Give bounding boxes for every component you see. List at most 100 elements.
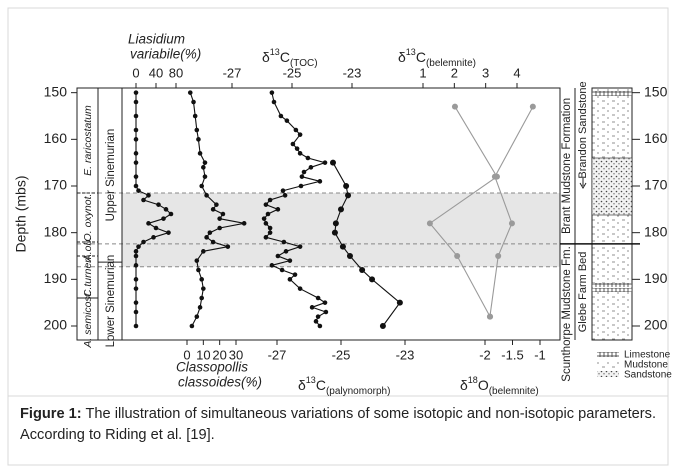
data-point (146, 193, 151, 198)
x-tick-label: 3 (482, 65, 489, 80)
y-tick-label-right: 170 (644, 177, 668, 193)
data-point (133, 99, 139, 105)
data-point (330, 159, 336, 166)
data-point (187, 90, 193, 95)
label-element: O (478, 377, 489, 393)
y-tick-label-right: 190 (644, 270, 668, 286)
data-point (313, 319, 319, 324)
y-tick-label: 170 (44, 177, 68, 193)
data-point (454, 253, 461, 259)
data-point (495, 253, 502, 259)
y-tick-label-right: 160 (644, 130, 668, 146)
track-label: δ13C(palynomorph) (298, 375, 390, 397)
data-point (196, 267, 201, 273)
label-element: C (416, 49, 426, 65)
member-label: Brandon Sandstone (577, 81, 589, 178)
data-point (133, 300, 139, 305)
label-mass: 13 (306, 375, 316, 385)
x-tick-label: 10 (196, 347, 210, 362)
data-point (194, 127, 200, 133)
data-point (305, 155, 311, 161)
data-point (204, 193, 209, 198)
x-tick-label: 40 (149, 65, 163, 80)
data-point (339, 243, 346, 250)
data-point (332, 220, 339, 227)
data-point (156, 202, 161, 207)
data-point (189, 323, 195, 329)
data-point (146, 221, 151, 226)
data-point (294, 146, 300, 151)
data-point (133, 249, 139, 254)
label-qualifier: (TOC) (290, 58, 318, 69)
sandstone-layer (591, 157, 633, 216)
data-point (217, 225, 222, 231)
track-label: δ13C(TOC) (262, 47, 318, 69)
data-point (197, 305, 203, 310)
label-element: C (316, 377, 326, 393)
data-point (284, 118, 290, 123)
background-layer (77, 192, 560, 268)
data-point (269, 90, 275, 95)
data-point (217, 216, 222, 221)
track-label: variabile(%) (130, 47, 201, 62)
zone-label: C.turneri (82, 256, 94, 297)
formation-label: Brant Mudstone Formation (561, 98, 573, 234)
data-point (297, 151, 303, 156)
data-point (133, 277, 139, 282)
data-point (136, 244, 141, 249)
data-point (133, 286, 139, 291)
data-point (271, 99, 277, 105)
data-point (486, 313, 493, 320)
data-point (278, 113, 284, 119)
formation-label: Scunthorpe Mudstone Fm. (561, 246, 573, 382)
legend-label: Limestone (624, 350, 671, 361)
member-arrow (579, 178, 587, 189)
data-point (338, 206, 344, 213)
data-point (281, 239, 287, 245)
stage-label: Lower Sinemurian (105, 255, 117, 348)
label-qualifier: (palynomorph) (326, 386, 390, 397)
data-point (133, 309, 139, 315)
label-mass: 13 (406, 47, 416, 57)
data-point (290, 141, 296, 147)
card-border (7, 7, 669, 466)
y-tick-label: 190 (44, 270, 68, 286)
label-symbol: δ (298, 377, 306, 393)
data-point (199, 295, 204, 301)
data-point (317, 323, 323, 329)
data-point (166, 230, 171, 235)
data-point (279, 267, 285, 273)
limestone-layer (592, 283, 632, 287)
x-tick-label: -1 (534, 347, 546, 362)
y-tick-label-right: 180 (644, 223, 668, 239)
data-point (299, 174, 305, 179)
data-point (297, 244, 303, 249)
highlight-band (122, 193, 560, 267)
plot-frame (76, 87, 561, 341)
data-point (359, 267, 366, 273)
data-point (133, 183, 139, 189)
legend-swatch (597, 362, 619, 368)
x-tick-label: -25 (332, 347, 351, 362)
data-point (133, 113, 139, 119)
data-point (346, 253, 353, 259)
data-point (287, 277, 293, 282)
data-point (317, 179, 323, 184)
data-point (202, 174, 208, 179)
data-point (451, 103, 458, 110)
zone-label: E. raricostatum (82, 105, 94, 176)
zone-label: A. semicost. (82, 290, 94, 348)
data-point (133, 151, 139, 156)
data-point (265, 211, 271, 217)
data-point (267, 197, 273, 203)
data-point (426, 220, 433, 227)
data-point (133, 160, 139, 165)
x-tick-label: -1.5 (501, 347, 523, 362)
data-point (275, 253, 281, 259)
data-point (225, 244, 231, 249)
data-point (161, 216, 166, 221)
legend-swatch (597, 352, 619, 357)
data-point (196, 137, 201, 142)
y-tick-label: 160 (44, 130, 68, 146)
